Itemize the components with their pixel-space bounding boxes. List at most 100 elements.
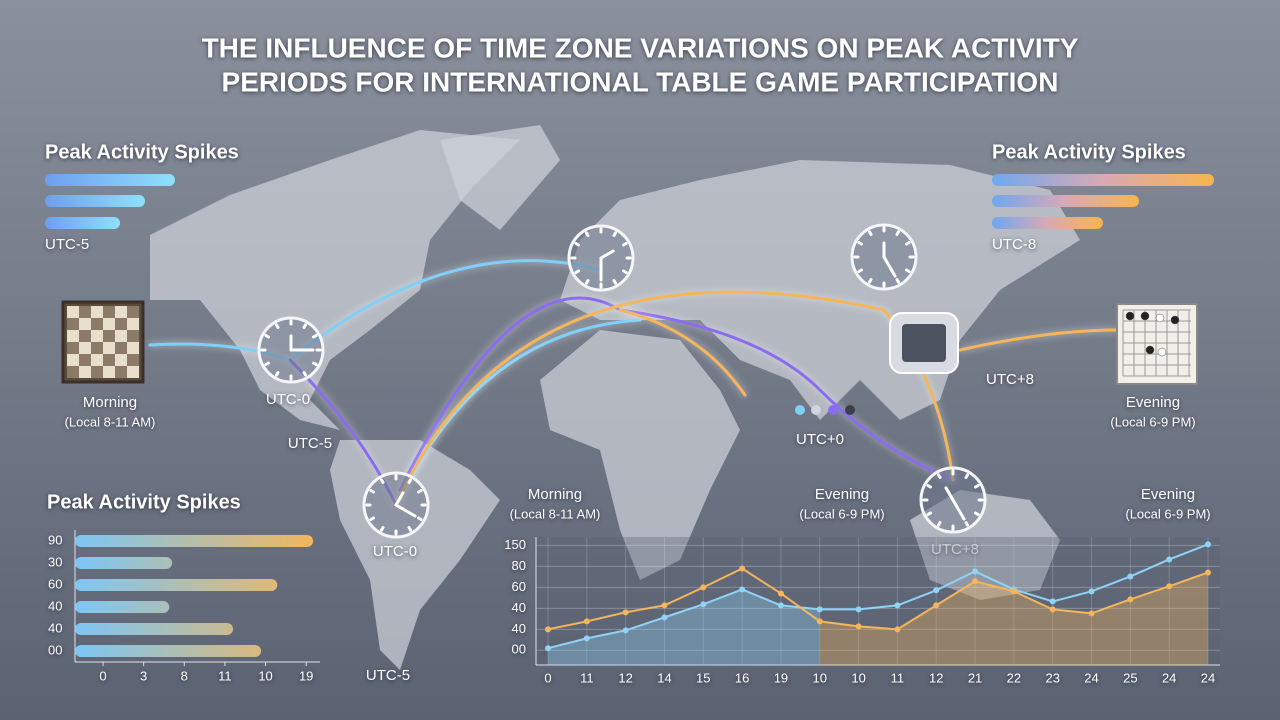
go-stone bbox=[1140, 311, 1150, 321]
period-name: Morning bbox=[528, 486, 582, 503]
chess-square bbox=[79, 306, 91, 318]
y-tick-label: 90 bbox=[48, 532, 62, 547]
go-stone bbox=[1155, 313, 1165, 323]
chess-square bbox=[91, 330, 103, 342]
plot-area bbox=[536, 537, 1220, 665]
point bbox=[972, 578, 979, 585]
clock-tick bbox=[857, 241, 863, 246]
labels: UTC-0 UTC-5 UTC-0 UTC+0 UTC+8 UTC+8 UTC-5 Morni… bbox=[65, 371, 1211, 684]
point bbox=[816, 606, 823, 613]
chess-square bbox=[127, 354, 139, 366]
map-label: UTC-5 bbox=[288, 435, 332, 452]
chess-square bbox=[103, 306, 115, 318]
point bbox=[1088, 610, 1095, 617]
clock-hand bbox=[394, 491, 405, 507]
clocks bbox=[257, 223, 987, 539]
deco-bar bbox=[992, 195, 1139, 207]
point bbox=[622, 627, 629, 634]
x-tick-label: 12 bbox=[929, 670, 943, 685]
clock-tick bbox=[574, 242, 580, 247]
chess-square bbox=[115, 342, 127, 354]
x-tick-label: 25 bbox=[1123, 670, 1137, 685]
x-tick-label: 8 bbox=[181, 668, 188, 683]
clock-tick bbox=[574, 269, 580, 274]
clock-tick bbox=[407, 526, 412, 532]
y-tick-label: 150 bbox=[504, 537, 526, 552]
clock-tick bbox=[964, 521, 969, 527]
chess-square bbox=[67, 342, 79, 354]
clock-tick bbox=[857, 268, 863, 273]
period-hours: (Local 6-9 PM) bbox=[1110, 414, 1195, 429]
chess-square bbox=[91, 366, 103, 378]
clock bbox=[919, 466, 987, 534]
point bbox=[1127, 573, 1134, 580]
clock-tick bbox=[974, 511, 980, 516]
chess-square bbox=[91, 318, 103, 330]
point bbox=[894, 626, 901, 633]
point bbox=[1088, 588, 1095, 595]
x-tick-label: 10 bbox=[258, 668, 272, 683]
clock-tick bbox=[964, 473, 969, 479]
map-label: UTC+0 bbox=[796, 431, 844, 448]
game-icon bbox=[795, 312, 959, 415]
bar bbox=[75, 601, 170, 613]
clock-tick bbox=[905, 268, 911, 273]
clock-tick bbox=[380, 526, 385, 532]
bar bbox=[75, 579, 278, 591]
area bbox=[819, 572, 1208, 665]
chess-square bbox=[67, 318, 79, 330]
clock bbox=[567, 224, 635, 292]
point bbox=[1166, 556, 1173, 563]
point bbox=[545, 645, 551, 652]
clock bbox=[257, 316, 325, 384]
chess-square bbox=[79, 330, 91, 342]
line bbox=[547, 543, 1209, 650]
go-board bbox=[1116, 303, 1198, 385]
x-tick-label: 0 bbox=[99, 668, 106, 683]
clock-tick bbox=[868, 230, 873, 236]
point bbox=[777, 590, 784, 597]
title-line: THE INFLUENCE OF TIME ZONE VARIATIONS ON… bbox=[202, 32, 1079, 63]
clock-tick bbox=[369, 516, 375, 521]
x-tick-label: 15 bbox=[696, 670, 710, 685]
deco-bar bbox=[45, 195, 145, 207]
point bbox=[816, 618, 823, 625]
chess-square bbox=[103, 330, 115, 342]
clock-tick bbox=[264, 361, 270, 366]
period-hours: (Local 8-11 AM) bbox=[510, 506, 601, 521]
clock-tick bbox=[937, 473, 942, 479]
x-tick-label: 16 bbox=[735, 670, 749, 685]
map-label: UTC-5 bbox=[366, 667, 410, 684]
clock-tick bbox=[868, 278, 873, 284]
go-stone bbox=[1125, 311, 1135, 321]
chess-square bbox=[103, 318, 115, 330]
clock-tick bbox=[905, 241, 911, 246]
y-tick-label: 40 bbox=[48, 598, 62, 613]
clock-tick bbox=[895, 278, 900, 284]
map-label: UTC+8 bbox=[986, 371, 1034, 388]
point bbox=[1166, 583, 1173, 590]
go-stone bbox=[1145, 345, 1155, 355]
x-tick-label: 10 bbox=[851, 670, 865, 685]
map-label: UTC-0 bbox=[266, 391, 310, 408]
clock-tick bbox=[612, 279, 617, 285]
map-label: UTC-0 bbox=[373, 543, 417, 560]
map-label: UTC+8 bbox=[931, 541, 979, 558]
point bbox=[972, 568, 979, 575]
y-tick-label: 80 bbox=[512, 558, 526, 573]
y-tick-label: 00 bbox=[512, 642, 526, 657]
chess-square bbox=[91, 342, 103, 354]
x-tick-label: 3 bbox=[140, 668, 147, 683]
point bbox=[583, 618, 590, 625]
chess-square bbox=[67, 330, 79, 342]
x-tick-label: 22 bbox=[1007, 670, 1021, 685]
clock-tick bbox=[937, 521, 942, 527]
clock-tick bbox=[264, 334, 270, 339]
clock-tick bbox=[585, 231, 590, 237]
y-tick-label: 40 bbox=[512, 600, 526, 615]
clock-tick bbox=[622, 242, 628, 247]
panel-label: UTC-8 bbox=[992, 236, 1036, 253]
point bbox=[933, 587, 940, 594]
point bbox=[1205, 569, 1211, 576]
